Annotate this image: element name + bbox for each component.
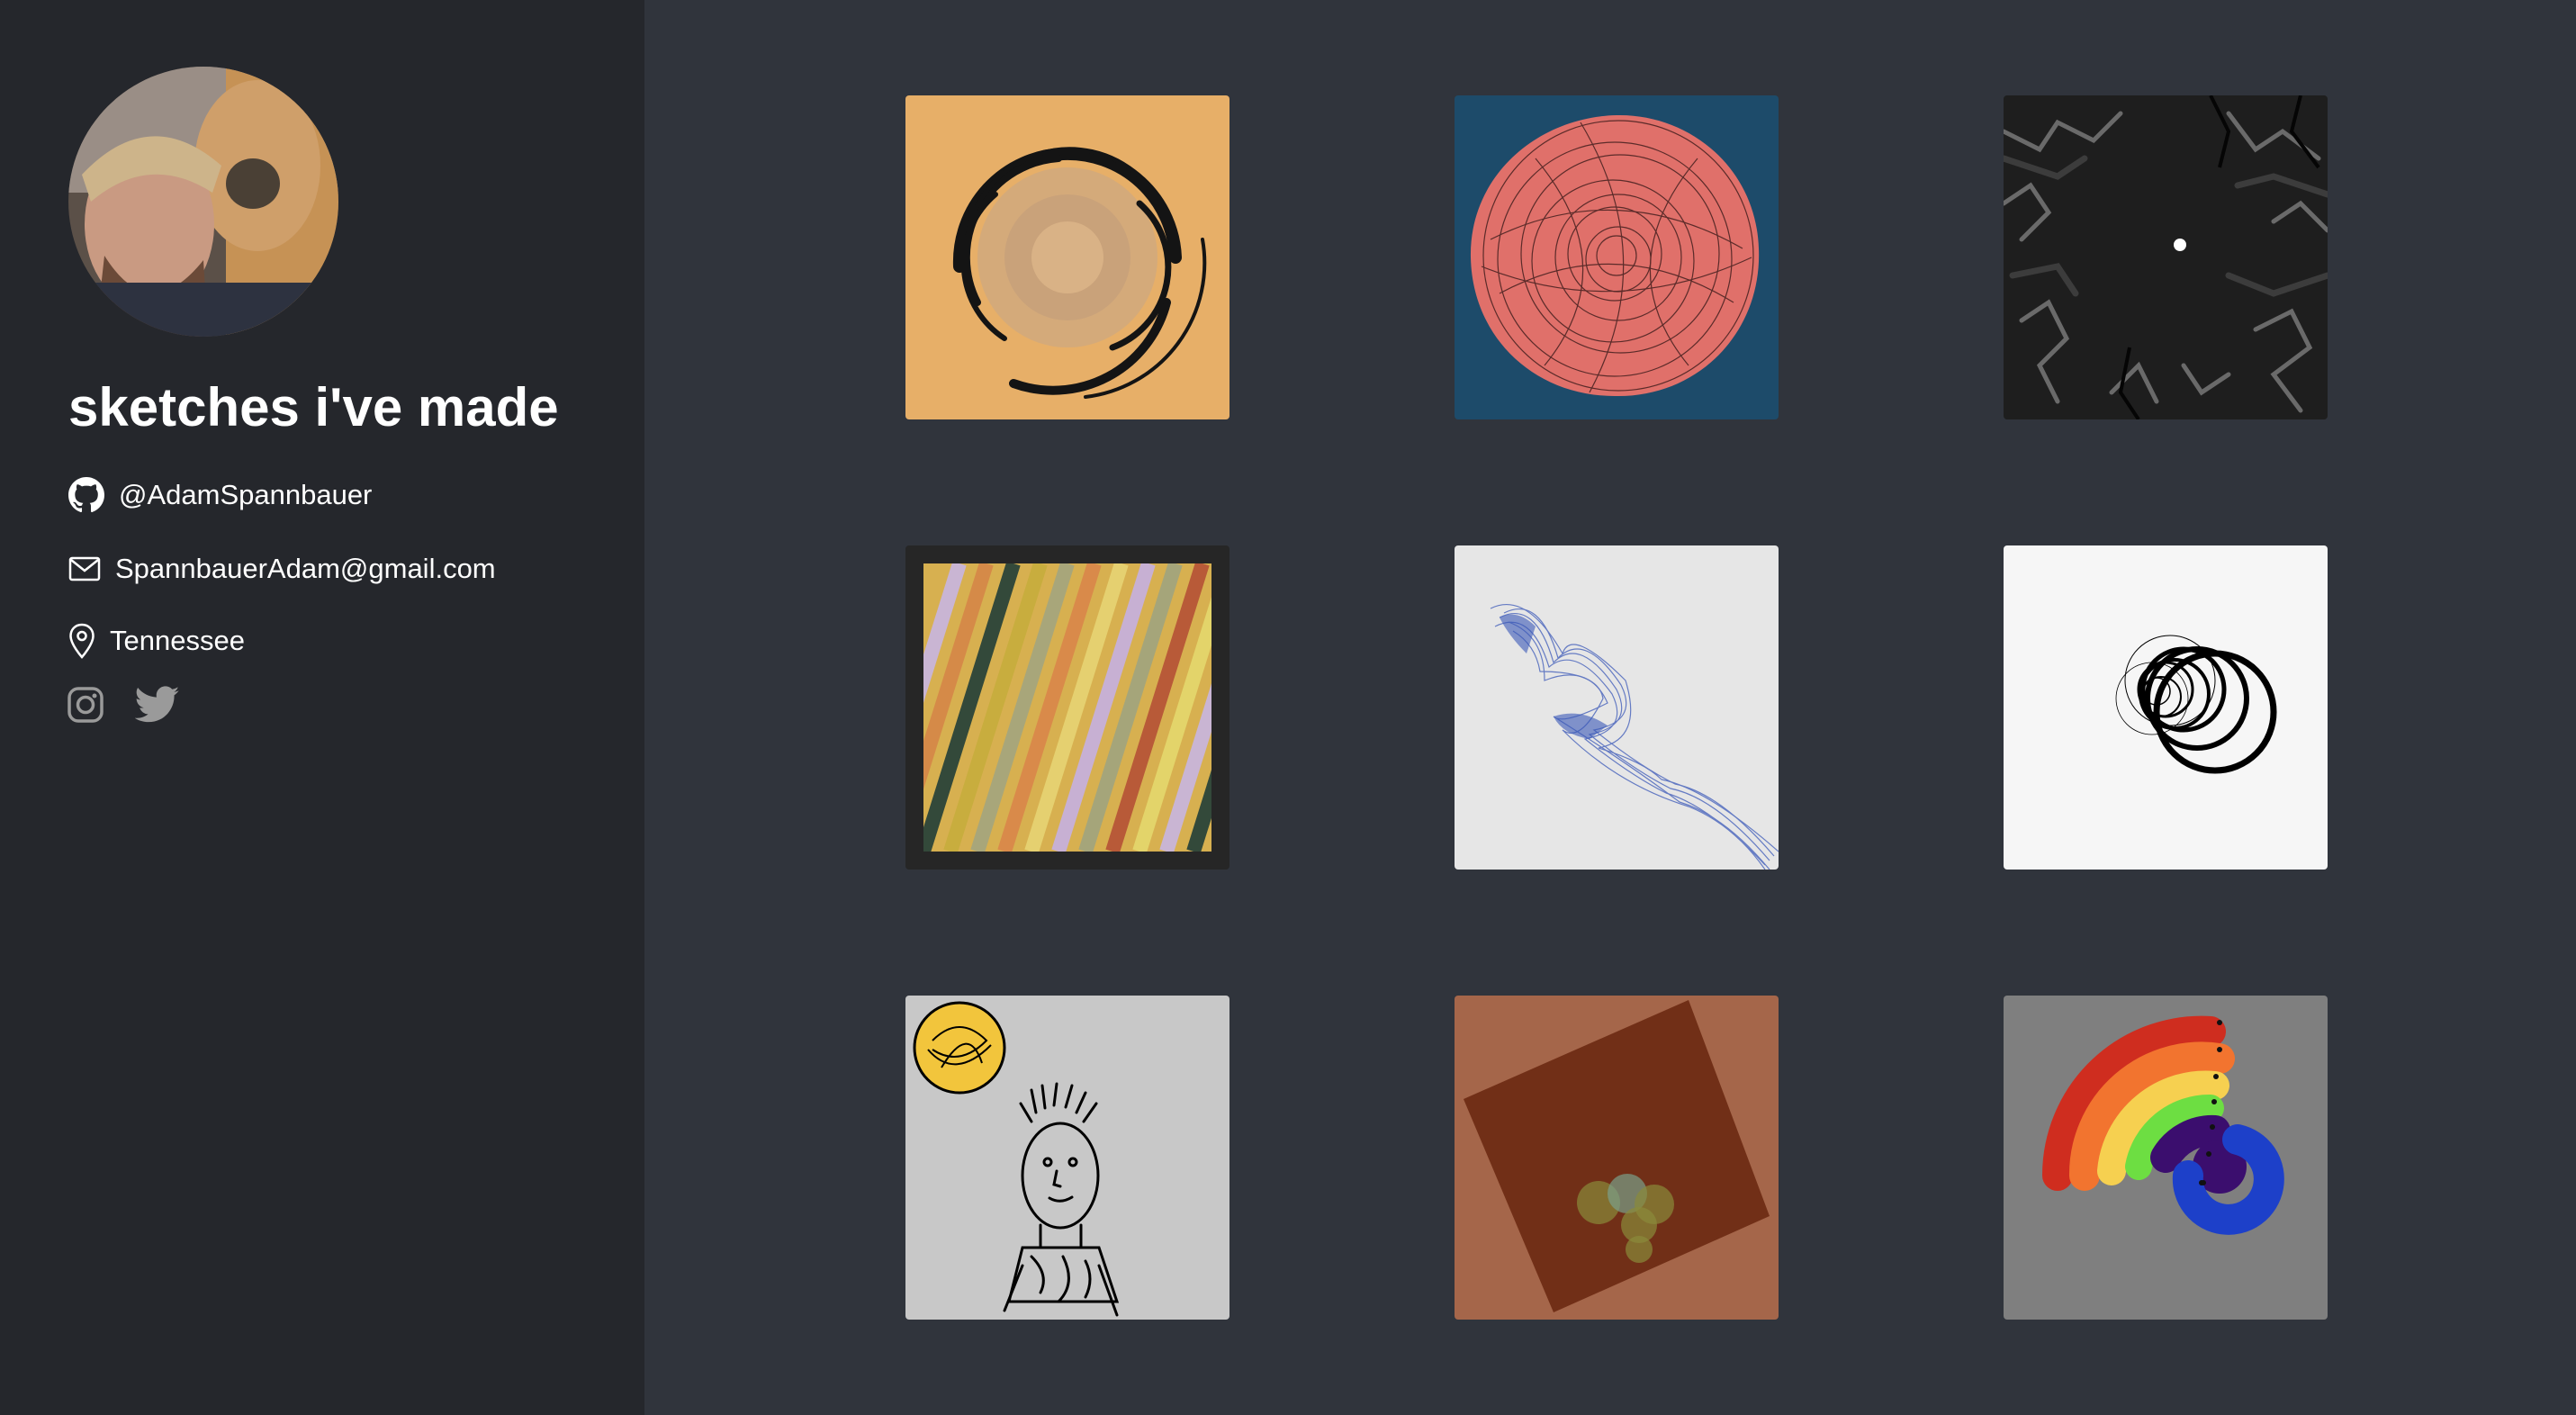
sketch-brown-square[interactable] — [1455, 996, 1779, 1320]
email-link[interactable]: SpannbauerAdam@gmail.com — [115, 553, 496, 584]
sketch-diagonal-stripes[interactable] — [905, 545, 1229, 870]
github-link[interactable]: @AdamSpannbauer — [119, 479, 373, 510]
avatar — [68, 67, 338, 337]
avatar-photo — [68, 67, 338, 337]
sidebar: sketches i've made @AdamSpannbauer Spann… — [0, 0, 644, 1415]
github-row[interactable]: @AdamSpannbauer — [68, 475, 372, 515]
page-title: sketches i've made — [68, 377, 559, 437]
location-pin-icon — [69, 623, 95, 659]
sketch-doodle-person[interactable] — [905, 996, 1229, 1320]
sketch-rainbow-arc[interactable] — [2004, 996, 2328, 1320]
location-row: Tennessee — [68, 621, 245, 661]
sketch-orange-swirl[interactable] — [905, 95, 1229, 419]
sketch-red-rose[interactable] — [1455, 95, 1779, 419]
mail-icon — [68, 556, 101, 581]
instagram-icon[interactable] — [67, 686, 104, 724]
email-row[interactable]: SpannbauerAdam@gmail.com — [68, 549, 496, 589]
location-text: Tennessee — [110, 625, 245, 656]
sketch-blue-ribbon[interactable] — [1455, 545, 1779, 870]
sketch-black-circles[interactable] — [2004, 545, 2328, 870]
github-icon — [68, 477, 104, 513]
twitter-icon[interactable] — [135, 686, 180, 724]
social-links — [67, 686, 180, 724]
sketch-dark-cracks[interactable] — [2004, 95, 2328, 419]
